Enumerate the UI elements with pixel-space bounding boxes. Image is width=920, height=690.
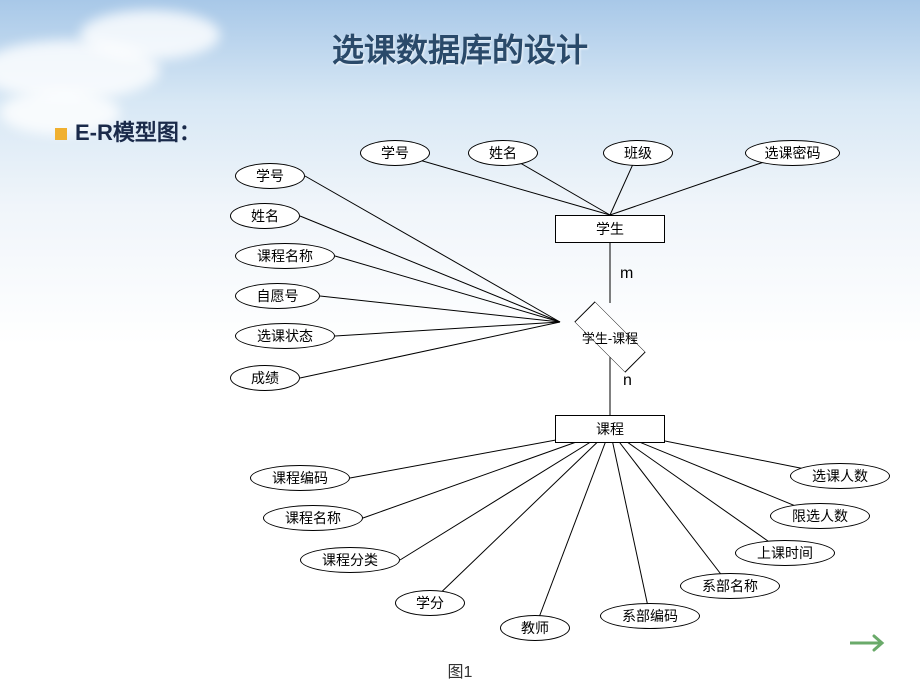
course-attr-7: 上课时间 [735, 540, 835, 566]
link-attr-1: 姓名 [230, 203, 300, 229]
entity-student: 学生 [555, 215, 665, 243]
link-attr-2: 课程名称 [235, 243, 335, 269]
relationship-student-course: 学生-课程 [560, 318, 660, 356]
entity-course: 课程 [555, 415, 665, 443]
course-attr-4: 教师 [500, 615, 570, 641]
course-attr-0: 课程编码 [250, 465, 350, 491]
link-attr-0: 学号 [235, 163, 305, 189]
course-attr-3: 学分 [395, 590, 465, 616]
course-attr-2: 课程分类 [300, 547, 400, 573]
link-attr-3: 自愿号 [235, 283, 320, 309]
link-attr-4: 选课状态 [235, 323, 335, 349]
diagram-nodes: 学生课程学生-课程mn学号姓名班级选课密码学号姓名课程名称自愿号选课状态成绩课程… [0, 0, 920, 690]
student-attr-3: 选课密码 [745, 140, 840, 166]
er-diagram: 学生课程学生-课程mn学号姓名班级选课密码学号姓名课程名称自愿号选课状态成绩课程… [0, 0, 920, 690]
cardinality-m: m [620, 265, 633, 283]
cardinality-n: n [623, 372, 632, 390]
relationship-label: 学生-课程 [582, 328, 638, 347]
course-attr-1: 课程名称 [263, 505, 363, 531]
link-attr-5: 成绩 [230, 365, 300, 391]
student-attr-1: 姓名 [468, 140, 538, 166]
course-attr-6: 系部名称 [680, 573, 780, 599]
course-attr-8: 限选人数 [770, 503, 870, 529]
course-attr-5: 系部编码 [600, 603, 700, 629]
student-attr-0: 学号 [360, 140, 430, 166]
student-attr-2: 班级 [603, 140, 673, 166]
course-attr-9: 选课人数 [790, 463, 890, 489]
